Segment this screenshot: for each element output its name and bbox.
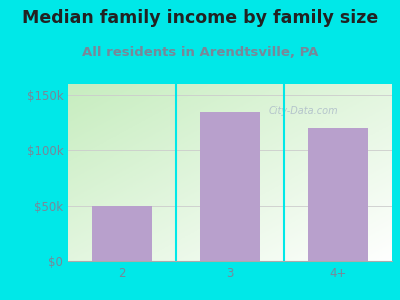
Bar (200, 112, 260, 261)
Text: City-Data.com: City-Data.com (269, 106, 338, 116)
Bar (308, 128, 368, 261)
Bar (92, 206, 152, 261)
Text: Median family income by family size: Median family income by family size (22, 9, 378, 27)
Text: All residents in Arendtsville, PA: All residents in Arendtsville, PA (82, 46, 318, 59)
